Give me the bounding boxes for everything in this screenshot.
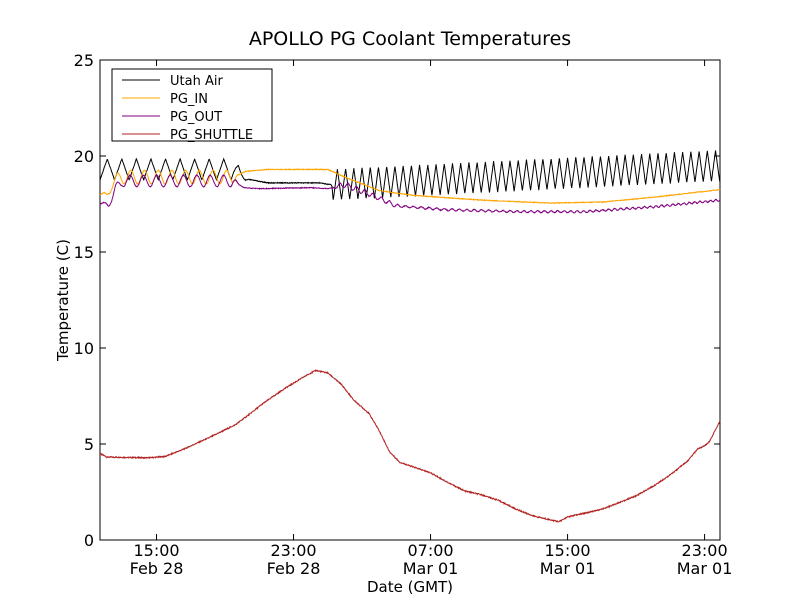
series-line-pg-in [99,168,721,205]
series-line-pg-shuttle [99,369,721,523]
x-axis-label: Date (GMT) [367,578,453,596]
legend: Utah Air PG_IN PG_OUT PG_SHUTTLE [111,68,273,143]
y-tick-label: 15 [74,243,94,262]
x-tick-label-time: 07:00 [407,541,453,560]
legend-label: PG_OUT [170,110,222,125]
series-layer [99,150,721,523]
x-tick-label-date: Feb 28 [267,559,321,578]
x-tick-label-date: Mar 01 [540,559,596,578]
x-tick-label-date: Feb 28 [130,559,184,578]
legend-box [111,68,273,142]
x-tick-label-time: 23:00 [270,541,316,560]
y-tick-label: 20 [74,147,94,166]
x-tick-label-date: Mar 01 [677,559,733,578]
x-tick-label-time: 23:00 [682,541,728,560]
y-axis-label: Temperature (C) [54,239,72,362]
legend-label: PG_IN [170,92,208,107]
x-tick-label-time: 15:00 [545,541,591,560]
y-tick-label: 10 [74,339,94,358]
series-line-pg-out [99,173,721,214]
y-tick-label: 5 [84,435,94,454]
legend-label: Utah Air [170,74,223,89]
y-tick-label: 25 [74,51,94,70]
x-tick-label-time: 15:00 [133,541,179,560]
legend-label: PG_SHUTTLE [170,128,253,143]
series-line-utah-air [99,150,721,200]
x-tick-label-date: Mar 01 [403,559,459,578]
chart-title: APOLLO PG Coolant Temperatures [249,28,571,50]
y-tick-label: 0 [84,531,94,550]
